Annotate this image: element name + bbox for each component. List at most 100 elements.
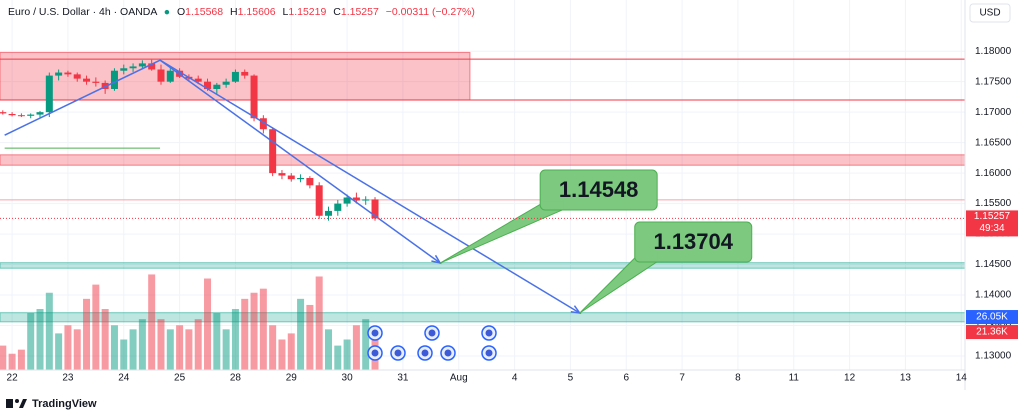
candle-body (17, 115, 25, 117)
candle-body (73, 74, 81, 79)
price-label: 1.15257 (974, 211, 1011, 222)
event-icon-core (421, 349, 429, 357)
volume-bar (0, 345, 7, 370)
volume-bar (315, 276, 323, 370)
change-value: −0.00311 (−0.27%) (386, 6, 475, 18)
volume-bar (222, 329, 230, 370)
x-tick-label: 29 (286, 373, 298, 384)
candle-body (0, 112, 7, 114)
volume-bar (241, 298, 249, 370)
open-value: 1.15568 (185, 6, 223, 18)
volume-bar (259, 288, 267, 370)
price-label-box (966, 210, 1018, 237)
callout-box (634, 221, 753, 263)
event-icon-core (371, 349, 379, 357)
close-value: 1.15257 (341, 6, 379, 18)
low-prefix: L (283, 6, 289, 18)
volume-bar (204, 278, 212, 370)
volume-bar (324, 329, 332, 370)
candle-body (362, 199, 370, 201)
y-tick-label: 1.14500 (975, 259, 1012, 270)
candle-body (297, 177, 305, 180)
volume-bar (110, 325, 118, 370)
logo-mark (6, 399, 13, 408)
x-tick-label: 11 (789, 373, 800, 384)
candle-body (222, 81, 230, 85)
y-tick-label: 1.13000 (975, 351, 1012, 362)
volume-bar (157, 319, 165, 370)
candle-body (334, 203, 342, 211)
candle-body (194, 78, 202, 82)
volume-label: 21.36K (976, 327, 1008, 338)
volume-bar (334, 345, 342, 370)
candle-body (324, 210, 332, 216)
callout-seam (543, 201, 564, 210)
volume-bar (83, 298, 91, 370)
x-tick-label: 25 (174, 373, 186, 384)
y-tick-label: 1.17500 (975, 76, 1012, 87)
candle-body (45, 75, 53, 113)
close-prefix: C (333, 6, 341, 18)
event-icon-core (485, 349, 493, 357)
candle-body (129, 66, 137, 69)
volume-bar (166, 329, 174, 370)
candle-body (110, 70, 118, 89)
x-tick-label: 14 (956, 373, 968, 384)
candle-body (213, 84, 221, 89)
x-tick-label: 7 (679, 373, 685, 384)
volume-bar (213, 313, 221, 370)
volume-bar (352, 325, 360, 370)
volume-bar (194, 319, 202, 370)
volume-bar (64, 325, 72, 370)
candle-body (287, 175, 295, 180)
x-tick-label: 6 (623, 373, 629, 384)
event-icon-core (371, 329, 379, 337)
candle-body (36, 112, 44, 115)
volume-bar (231, 309, 239, 370)
x-tick-label: Aug (450, 373, 468, 384)
candle-body (83, 78, 91, 82)
candle-body (138, 63, 146, 67)
candle-body (120, 68, 128, 71)
candle-body (371, 199, 379, 219)
callout-seam (637, 253, 658, 262)
event-icon-core (444, 349, 452, 357)
logo-mark (19, 399, 27, 408)
currency-button[interactable] (969, 3, 1011, 23)
volume-bar (185, 329, 193, 370)
trend-line (159, 59, 441, 264)
x-tick-label: 4 (512, 373, 518, 384)
candle-body (231, 71, 239, 82)
candle-body (352, 197, 360, 201)
x-tick-label: 5 (568, 373, 574, 384)
candle-body (315, 185, 323, 216)
y-tick-label: 1.18000 (975, 46, 1012, 57)
x-tick-label: 23 (62, 373, 74, 384)
open-prefix: O (177, 6, 185, 18)
y-tick-label: 1.17000 (975, 107, 1012, 118)
volume-bar (55, 333, 63, 370)
y-tick-label: 1.15500 (975, 198, 1012, 209)
candle-body (278, 173, 286, 176)
x-tick-label: 31 (397, 373, 409, 384)
tradingview-logo: TradingView (6, 398, 97, 410)
currency-label[interactable]: USD (979, 8, 1000, 19)
volume-bar (36, 309, 44, 370)
volume-bar (278, 339, 286, 370)
countdown: 49:34 (979, 223, 1004, 234)
zone (0, 154, 966, 166)
candle-body (92, 81, 100, 83)
volume-bar (45, 292, 53, 370)
high-value: 1.15606 (238, 6, 276, 18)
candle-body (250, 75, 258, 119)
candle-body (259, 118, 267, 130)
high-prefix: H (230, 6, 238, 18)
volume-bar (138, 319, 146, 370)
candle-body (64, 72, 72, 75)
low-value: 1.15219 (288, 6, 326, 18)
candle-body (55, 72, 63, 76)
chart-header: Euro / U.S. Dollar · 4h · OANDA ● O1.155… (8, 6, 475, 18)
volume-bar (120, 339, 128, 370)
candle-body (148, 63, 156, 70)
